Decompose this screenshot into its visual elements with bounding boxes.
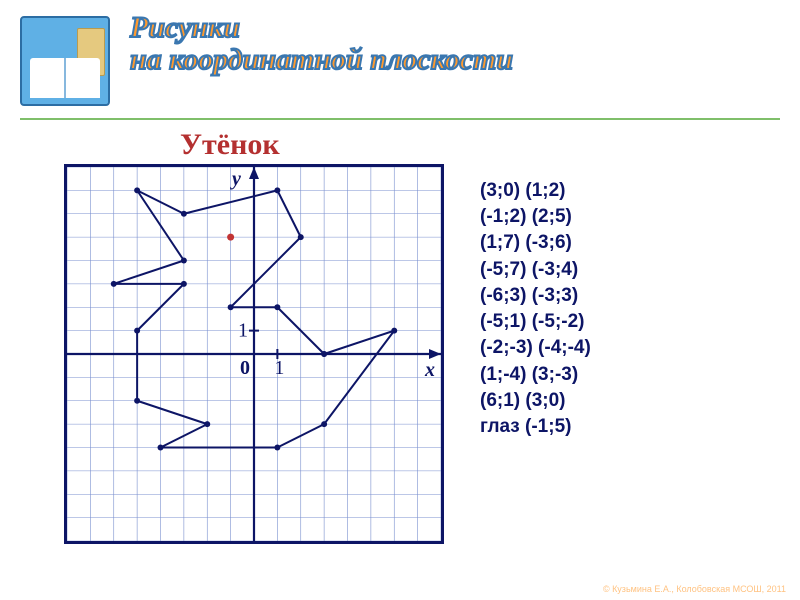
book-pages-icon (30, 58, 100, 98)
header: Рисунки на координатной плоскости (0, 8, 800, 118)
svg-text:0: 0 (240, 357, 250, 379)
title-block: Рисунки на координатной плоскости (130, 12, 513, 75)
coordinate-chart: 0 1 1 x y (64, 164, 444, 544)
header-divider (20, 118, 780, 120)
svg-text:1: 1 (238, 320, 248, 342)
slide: Рисунки на координатной плоскости Утёнок… (0, 0, 800, 600)
footer-credit: © Кузьмина Е.А., Колобовская МСОШ, 2011 (603, 584, 786, 594)
chart-svg: 0 1 1 x y (67, 167, 441, 541)
coordinates-list: (3;0) (1;2) (-1;2) (2;5) (1;7) (-3;6) (-… (480, 178, 591, 440)
title-line-2: на координатной плоскости (130, 44, 513, 76)
math-book-icon (20, 16, 110, 106)
title-line-1: Рисунки (130, 12, 513, 44)
chart-title: Утёнок (180, 128, 280, 162)
svg-text:1: 1 (274, 357, 284, 379)
svg-text:y: y (230, 168, 241, 190)
svg-text:x: x (424, 359, 435, 381)
